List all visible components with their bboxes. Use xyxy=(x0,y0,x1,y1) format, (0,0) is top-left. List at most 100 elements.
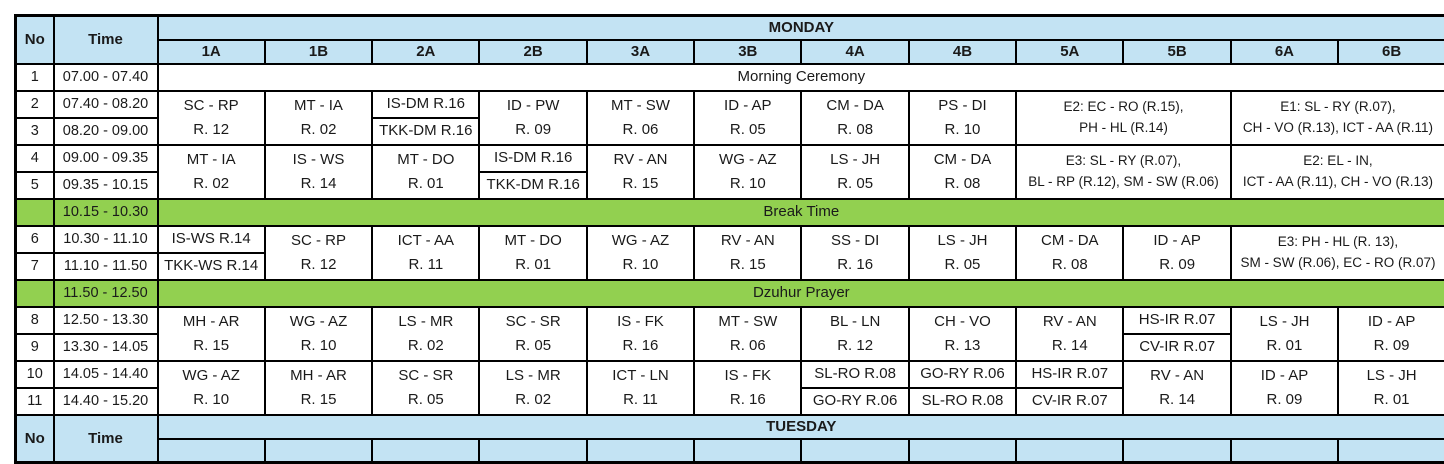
lesson-line-1: WG - AZ xyxy=(697,148,798,171)
lesson-line-1: ID - AP xyxy=(1234,364,1335,387)
lesson-cell: E3: PH - HL (R. 13),SM - SW (R.06), EC -… xyxy=(1231,226,1444,280)
day-header: TUESDAY xyxy=(158,415,1444,439)
lesson-line-2: SM - SW (R.06), EC - RO (R.07) xyxy=(1234,253,1442,274)
lesson-line-1: SC - SR xyxy=(482,310,583,333)
lesson-line-2: R. 14 xyxy=(1126,388,1227,411)
day-header: MONDAY xyxy=(158,16,1444,40)
lesson-line-1: ID - AP xyxy=(697,94,798,117)
lesson-line-2: R. 12 xyxy=(804,334,905,357)
lesson-line-2: R. 15 xyxy=(268,388,369,411)
lesson-line-1: E3: SL - RY (R.07), xyxy=(1019,151,1228,172)
lesson-line-1: ID - AP xyxy=(1341,310,1442,333)
lesson-line-1: RV - AN xyxy=(697,229,798,252)
class-header: 5A xyxy=(1016,40,1123,64)
lesson-line-2: R. 01 xyxy=(1234,334,1335,357)
row-number-cell: 11 xyxy=(16,388,54,415)
lesson-cell: HS-IR R.07 xyxy=(1123,307,1230,334)
lesson-line-1: RV - AN xyxy=(1126,364,1227,387)
lesson-line-1: MT - DO xyxy=(482,229,583,252)
lesson-line-1: E2: EL - IN, xyxy=(1234,151,1442,172)
lesson-line-1: LS - JH xyxy=(1234,310,1335,333)
time-cell: 10.30 - 11.10 xyxy=(54,226,158,253)
header-class-row xyxy=(16,439,1444,463)
lesson-line-1: PS - DI xyxy=(912,94,1013,117)
class-header xyxy=(1016,439,1123,463)
lesson-line-1: MT - IA xyxy=(268,94,369,117)
lesson-line-1: MT - IA xyxy=(161,148,262,171)
lesson-line-2: R. 14 xyxy=(268,172,369,195)
lesson-cell: SL-RO R.08 xyxy=(801,361,908,388)
lesson-line-1: ID - PW xyxy=(482,94,583,117)
lesson-line-2: R. 14 xyxy=(1019,334,1120,357)
row-number-cell: 9 xyxy=(16,334,54,361)
lesson-line-2: R. 02 xyxy=(482,388,583,411)
lesson-cell: HS-IR R.07 xyxy=(1016,361,1123,388)
lesson-line-2: R. 02 xyxy=(268,118,369,141)
lesson-cell: IS-DM R.16 xyxy=(372,91,479,118)
class-header xyxy=(694,439,801,463)
lesson-cell: CV-IR R.07 xyxy=(1123,334,1230,361)
lesson-cell: TKK-DM R.16 xyxy=(479,172,586,199)
lesson-line-2: R. 05 xyxy=(804,172,905,195)
lesson-line-2: R. 09 xyxy=(1234,388,1335,411)
class-header xyxy=(801,439,908,463)
lesson-line-2: R. 10 xyxy=(268,334,369,357)
class-header xyxy=(158,439,265,463)
lesson-cell: E1: SL - RY (R.07),CH - VO (R.13), ICT -… xyxy=(1231,91,1444,145)
lesson-cell: IS-WS R.14 xyxy=(158,226,265,253)
class-header: 4B xyxy=(909,40,1016,64)
lesson-line-1: BL - LN xyxy=(804,310,905,333)
lesson-line-2: R. 05 xyxy=(912,253,1013,276)
class-header: 2B xyxy=(479,40,586,64)
row-number-cell: 10 xyxy=(16,361,54,388)
lesson-line-2: R. 10 xyxy=(912,118,1013,141)
lesson-line-2: R. 12 xyxy=(161,118,262,141)
lesson-line-1: ICT - AA xyxy=(375,229,476,252)
lesson-line-1: LS - JH xyxy=(1341,364,1442,387)
lesson-line-2: R. 09 xyxy=(1341,334,1442,357)
time-cell: 12.50 - 13.30 xyxy=(54,307,158,334)
lesson-line-2: R. 15 xyxy=(590,172,691,195)
lesson-line-2: R. 16 xyxy=(804,253,905,276)
lesson-line-1: E1: SL - RY (R.07), xyxy=(1234,97,1442,118)
lesson-cell: E2: EC - RO (R.15),PH - HL (R.14) xyxy=(1016,91,1231,145)
lesson-line-2: R. 16 xyxy=(590,334,691,357)
lesson-line-2: R. 11 xyxy=(590,388,691,411)
class-header: 1A xyxy=(158,40,265,64)
row-number-cell: 1 xyxy=(16,64,54,91)
class-header xyxy=(587,439,694,463)
lesson-line-1: ID - AP xyxy=(1126,229,1227,252)
time-cell: 08.20 - 09.00 xyxy=(54,118,158,145)
lesson-line-2: R. 10 xyxy=(697,172,798,195)
lesson-line-2: R. 05 xyxy=(375,388,476,411)
corner-time-header: Time xyxy=(54,415,158,463)
class-header: 5B xyxy=(1123,40,1230,64)
lesson-line-2: R. 08 xyxy=(804,118,905,141)
time-cell: 11.50 - 12.50 xyxy=(54,280,158,307)
